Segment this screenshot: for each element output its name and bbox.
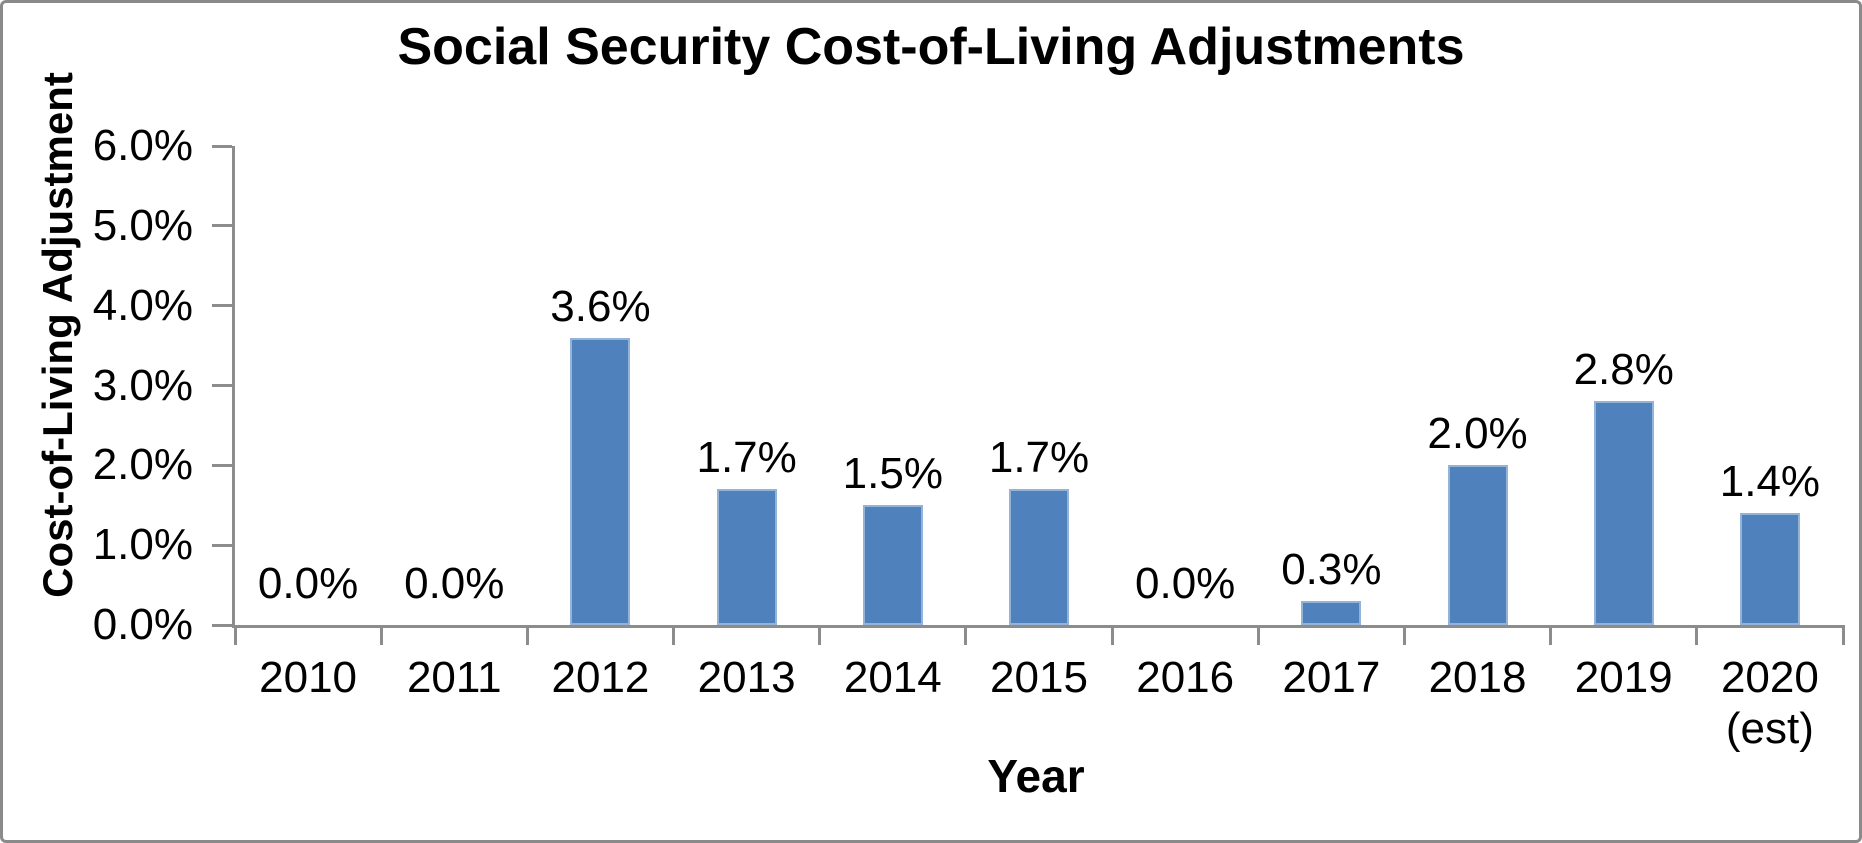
y-axis-tick	[212, 304, 232, 308]
y-tick-label: 5.0%	[92, 200, 193, 250]
bar-value-label: 2.0%	[1427, 409, 1528, 459]
bar-value-label: 0.0%	[404, 559, 505, 608]
y-tick-label: 0.0%	[92, 600, 193, 649]
bar-value-label: 1.4%	[1719, 457, 1821, 507]
bar	[570, 337, 631, 625]
x-axis-tick	[818, 625, 822, 645]
y-axis-tick	[212, 463, 232, 467]
x-tick-label: 2014	[843, 653, 942, 702]
y-tick-label: 6.0%	[92, 121, 193, 170]
y-axis-tick	[212, 543, 232, 547]
y-tick-label: 4.0%	[92, 280, 193, 330]
x-axis-tick	[1841, 625, 1845, 645]
plot-area: 6.0% 5.0% 4.0% 3.0% 2.0% 1.0% 0.0% 0.0% 2010 0.0%…	[3, 3, 1859, 840]
chart-title: Social Security Cost-of-Living Adjustmen…	[397, 18, 1465, 76]
bar	[862, 505, 923, 625]
x-axis-tick	[525, 625, 529, 645]
y-axis-tick	[212, 623, 232, 627]
bar	[1739, 513, 1800, 625]
x-tick-label: 2016	[1136, 653, 1235, 702]
y-tick-label: 3.0%	[92, 360, 193, 410]
x-axis-tick	[964, 625, 968, 645]
x-tick-label: 2018	[1428, 653, 1527, 702]
y-tick-label: 2.0%	[92, 440, 193, 490]
bar-value-label: 0.3%	[1281, 545, 1382, 595]
bar-value-label: 1.5%	[842, 449, 943, 499]
x-tick-label: 2010	[259, 653, 358, 702]
y-axis-line	[232, 146, 235, 628]
bar-value-label: 0.0%	[257, 559, 359, 608]
x-axis-tick	[379, 625, 383, 645]
x-tick-label: 2012	[551, 653, 650, 702]
x-axis-tick	[672, 625, 676, 645]
x-axis-tick	[1695, 625, 1699, 645]
y-tick-label: 1.0%	[92, 520, 193, 570]
bar-value-label: 3.6%	[550, 281, 651, 331]
x-tick-label: 2019	[1574, 653, 1673, 702]
bar	[1009, 489, 1069, 625]
x-tick-label: 2013	[697, 653, 796, 702]
x-axis-tick	[1549, 625, 1553, 645]
y-axis-tick	[212, 384, 232, 387]
bar-value-label: 0.0%	[1135, 559, 1236, 608]
y-axis-tick	[212, 144, 232, 148]
x-axis-tick	[233, 625, 237, 645]
bar	[1301, 601, 1362, 625]
bar	[1447, 465, 1508, 625]
bar-value-label: 1.7%	[696, 433, 797, 483]
x-tick-sublabel: (est)	[1725, 704, 1814, 753]
x-tick-label: 2011	[406, 653, 502, 702]
x-axis-title: Year	[987, 750, 1085, 802]
x-tick-label: 2017	[1282, 653, 1381, 702]
bar-value-label: 2.8%	[1573, 345, 1674, 395]
x-tick-label: 2020	[1720, 653, 1819, 702]
y-axis-tick	[212, 224, 232, 228]
bar	[716, 489, 777, 625]
x-tick-label: 2015	[990, 653, 1088, 702]
x-axis-tick	[1402, 625, 1406, 645]
x-axis-tick	[1256, 625, 1260, 645]
bar-value-label: 1.7%	[988, 433, 1090, 483]
x-axis-line	[232, 625, 1843, 628]
bar	[1593, 401, 1654, 625]
x-axis-tick	[1110, 625, 1114, 645]
